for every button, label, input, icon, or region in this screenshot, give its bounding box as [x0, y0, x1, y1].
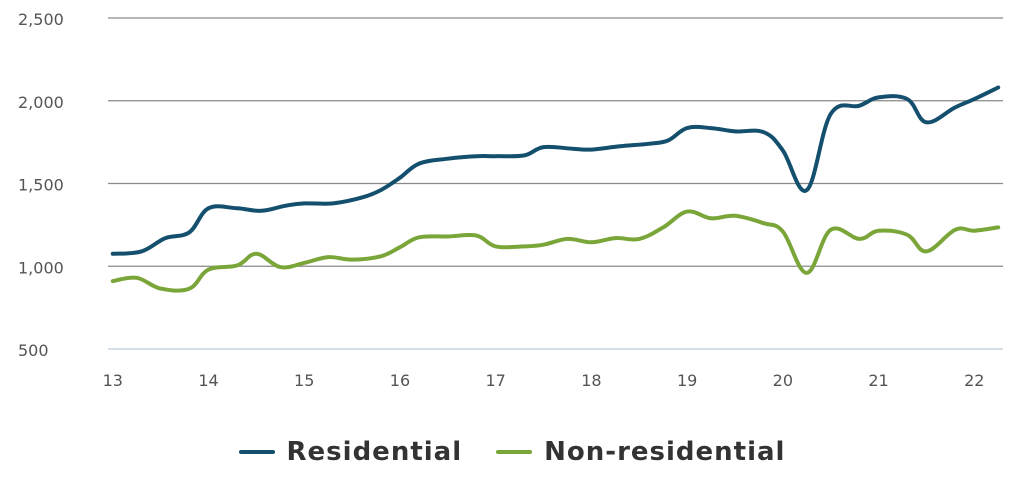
x-tick-label-21: 21: [868, 371, 888, 390]
x-tick-label-19: 19: [677, 371, 697, 390]
legend-swatch-residential: [238, 450, 275, 454]
x-tick-label-15: 15: [294, 371, 314, 390]
x-tick-label-20: 20: [773, 371, 793, 390]
legend-label-non-residential: Non-residential: [544, 437, 786, 467]
y-tick-label-1000: 1,000: [18, 258, 64, 277]
legend-swatch-non-residential: [496, 450, 533, 454]
y-tick-label-1500: 1,500: [18, 176, 64, 195]
x-tick-label-18: 18: [581, 371, 601, 390]
legend: Residential Non-residential: [0, 430, 1024, 474]
series-line-non-residential: [110, 209, 1001, 293]
y-tick-label-2500: 2,500: [18, 10, 64, 29]
x-tick-label-17: 17: [485, 371, 505, 390]
legend-label-residential: Residential: [286, 437, 463, 467]
x-tick-label-14: 14: [198, 371, 218, 390]
y-tick-label-500: 500: [18, 341, 49, 360]
y-tick-label-2000: 2,000: [18, 93, 64, 112]
legend-item-non-residential: Non-residential: [496, 437, 785, 467]
x-tick-label-16: 16: [390, 371, 410, 390]
x-tick-label-22: 22: [964, 371, 984, 390]
legend-item-residential: Residential: [238, 437, 463, 467]
series-line-residential: [110, 85, 1001, 256]
x-tick-label-13: 13: [103, 371, 123, 390]
